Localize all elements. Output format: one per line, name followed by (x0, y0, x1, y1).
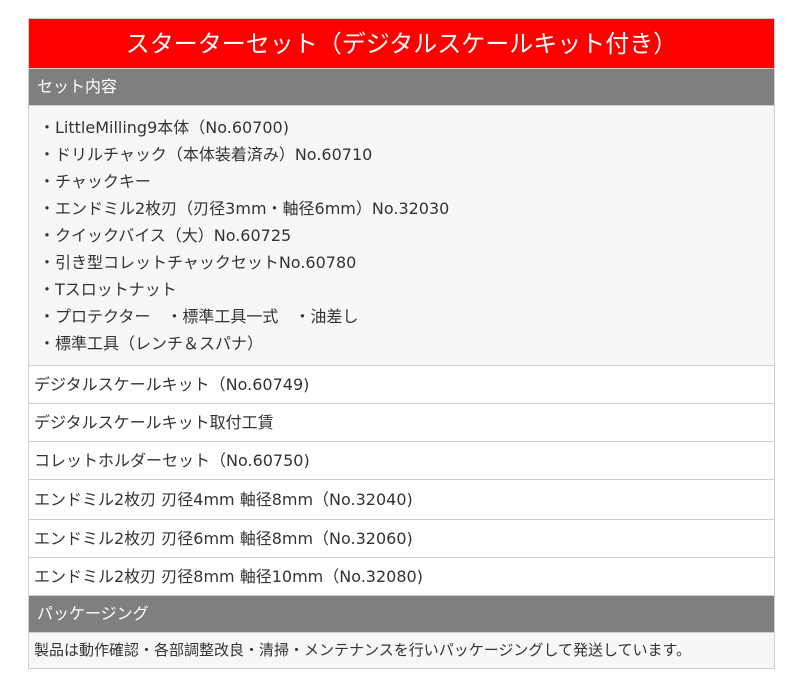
contents-list: ・LittleMilling9本体（No.60700) ・ドリルチャック（本体装… (29, 106, 774, 366)
table-row: デジタルスケールキット（No.60749) (29, 366, 774, 404)
list-item: ・プロテクター ・標準工具一式 ・油差し (39, 307, 359, 326)
table-row: コレットホルダーセット（No.60750) (29, 442, 774, 480)
contents-header: セット内容 (29, 69, 774, 106)
list-item: ・クイックバイス（大）No.60725 (39, 226, 292, 245)
table-row: エンドミル2枚刃 刃径4mm 軸径8mm（No.32040) (29, 480, 774, 520)
list-item: ・Tスロットナット (39, 280, 177, 299)
list-item: ・LittleMilling9本体（No.60700) (39, 118, 289, 137)
packaging-note: 製品は動作確認・各部調整改良・清掃・メンテナンスを行いパッケージングして発送して… (29, 633, 774, 669)
list-item: ・標準工具（レンチ＆スパナ） (39, 334, 264, 353)
table-row: デジタルスケールキット取付工賃 (29, 404, 774, 442)
starter-set-table: スターターセット（デジタルスケールキット付き） セット内容 ・LittleMil… (28, 18, 775, 669)
list-item: ・エンドミル2枚刃（刃径3mm・軸径6mm）No.32030 (39, 199, 450, 218)
set-title: スターターセット（デジタルスケールキット付き） (29, 19, 774, 69)
list-item: ・引き型コレットチャックセットNo.60780 (39, 253, 357, 272)
table-row: エンドミル2枚刃 刃径8mm 軸径10mm（No.32080) (29, 558, 774, 596)
list-item: ・ドリルチャック（本体装着済み）No.60710 (39, 145, 373, 164)
list-item: ・チャックキー (39, 172, 151, 191)
table-row: エンドミル2枚刃 刃径6mm 軸径8mm（No.32060) (29, 520, 774, 558)
packaging-header: パッケージング (29, 596, 774, 633)
